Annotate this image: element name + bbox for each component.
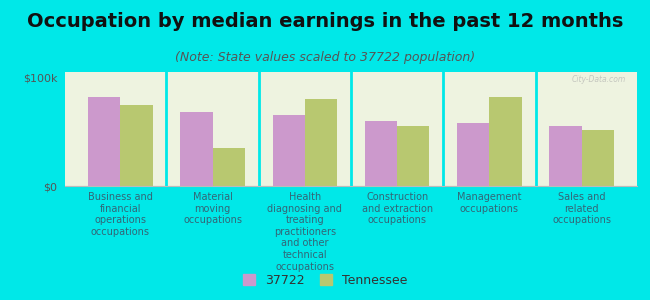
Bar xyxy=(305,99,337,186)
Text: Management
occupations: Management occupations xyxy=(457,192,522,214)
Bar xyxy=(489,97,522,186)
Text: Occupation by median earnings in the past 12 months: Occupation by median earnings in the pas… xyxy=(27,12,623,31)
Bar xyxy=(272,116,305,186)
Text: Construction
and extraction
occupations: Construction and extraction occupations xyxy=(361,192,433,225)
Bar xyxy=(88,97,120,186)
Text: (Note: State values scaled to 37722 population): (Note: State values scaled to 37722 popu… xyxy=(175,51,475,64)
Legend: 37722, Tennessee: 37722, Tennessee xyxy=(239,270,411,291)
Bar xyxy=(120,105,153,186)
Text: Material
moving
occupations: Material moving occupations xyxy=(183,192,242,225)
Bar xyxy=(582,130,614,186)
Bar xyxy=(457,123,489,186)
Bar xyxy=(549,126,582,186)
Text: City-Data.com: City-Data.com xyxy=(571,75,625,84)
Bar xyxy=(397,126,430,186)
Bar xyxy=(180,112,213,186)
Bar xyxy=(213,148,245,186)
Bar xyxy=(365,121,397,186)
Text: Sales and
related
occupations: Sales and related occupations xyxy=(552,192,611,225)
Text: Business and
financial
operations
occupations: Business and financial operations occupa… xyxy=(88,192,153,237)
Text: Health
diagnosing and
treating
practitioners
and other
technical
occupations: Health diagnosing and treating practitio… xyxy=(267,192,343,272)
